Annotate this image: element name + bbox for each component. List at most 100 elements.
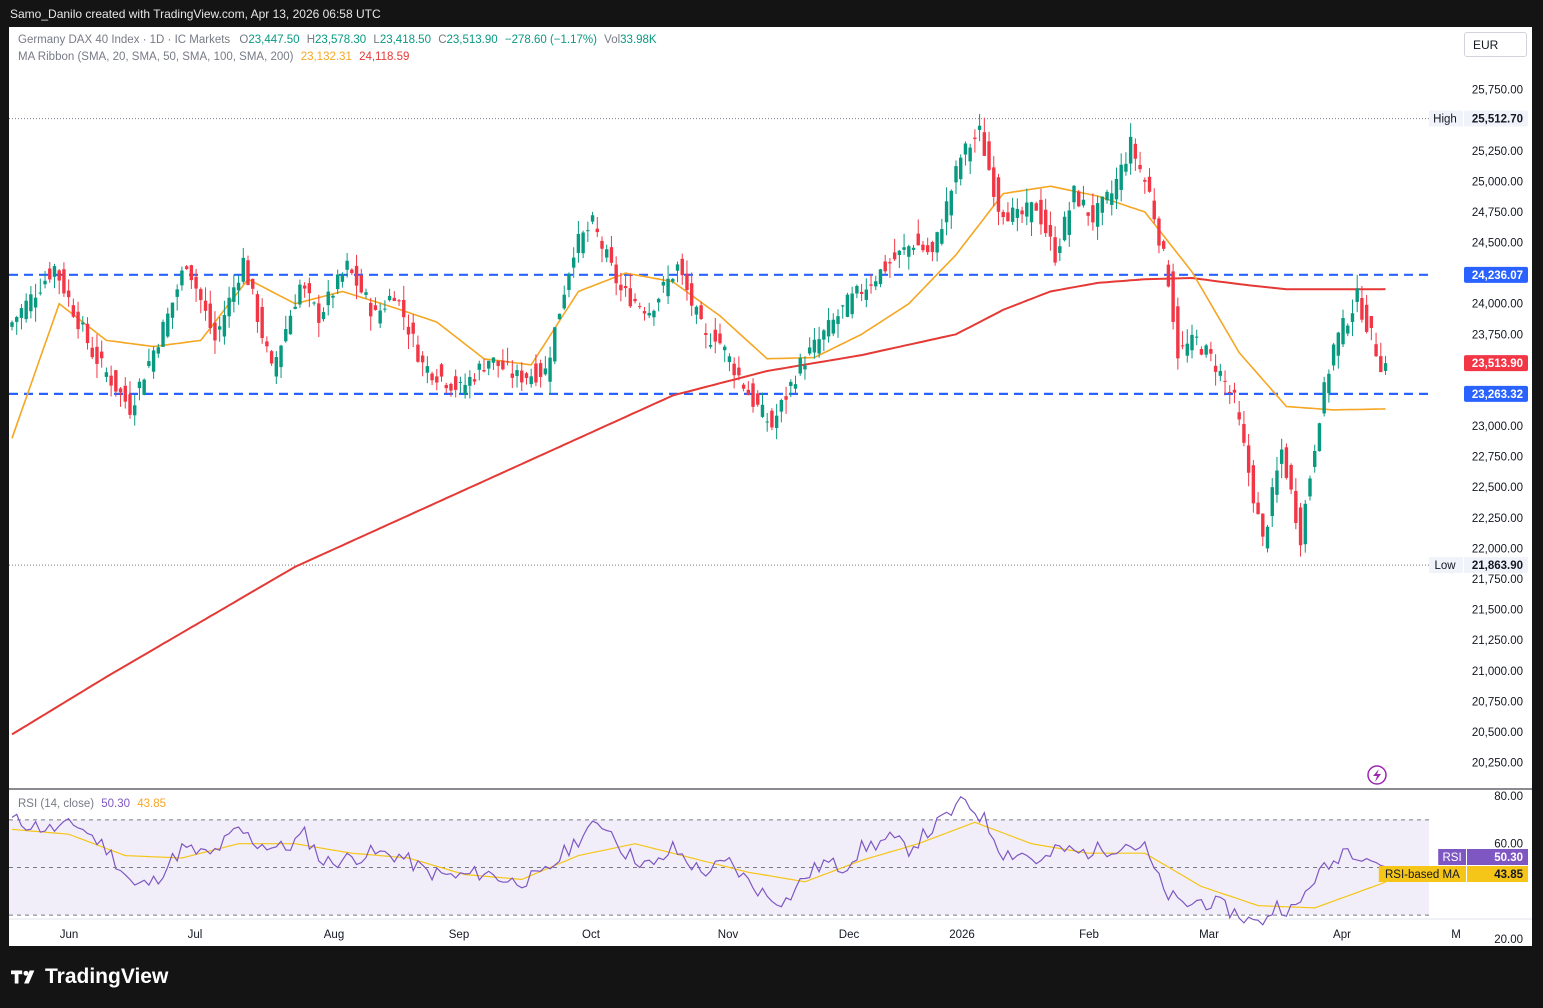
time-axis-tick: Sep xyxy=(449,929,469,941)
currency-button[interactable]: EUR xyxy=(1464,32,1527,57)
symbol-legend[interactable]: Germany DAX 40 Index · 1D · IC Markets O… xyxy=(18,34,657,46)
candle-up xyxy=(944,201,949,223)
candle-up xyxy=(1095,203,1100,227)
candle-up xyxy=(1015,208,1020,218)
candle-up xyxy=(364,292,368,295)
rsi-band-fill xyxy=(9,819,1429,916)
candle-up xyxy=(1025,202,1029,217)
candle-up xyxy=(340,274,345,282)
candle-up xyxy=(104,372,109,377)
candle-up xyxy=(515,370,519,376)
candle-down xyxy=(95,346,99,364)
candle-down xyxy=(109,375,113,386)
candle-down xyxy=(265,341,269,347)
candle-up xyxy=(236,282,241,291)
rsi-value-tag-value: 50.30 xyxy=(1494,852,1523,864)
low-price-label-label-text: Low xyxy=(1434,560,1456,572)
chart-frame[interactable]: 25,750.0025,500.0025,250.0025,000.0024,7… xyxy=(9,27,1532,946)
candle-up xyxy=(458,381,463,383)
candle-up xyxy=(326,291,330,306)
candle-up xyxy=(1010,207,1015,222)
candle-up xyxy=(807,347,812,354)
time-axis-tick: Feb xyxy=(1079,929,1099,941)
candle-up xyxy=(590,215,595,222)
rsi-legend[interactable]: RSI (14, close) 50.30 43.85 xyxy=(18,798,166,810)
candle-up xyxy=(137,381,142,389)
price-axis-tick: 22,750.00 xyxy=(1472,452,1523,464)
symbol-name[interactable]: Germany DAX 40 Index · 1D · IC Markets xyxy=(18,34,231,46)
candle-up xyxy=(288,315,293,335)
high-price-label-text: 25,512.70 xyxy=(1472,114,1523,126)
candle-down xyxy=(260,306,264,339)
last-price-label-box xyxy=(1464,355,1528,372)
candle-down xyxy=(444,384,448,389)
low-price-label-box xyxy=(1464,557,1528,574)
candle-up xyxy=(387,295,392,301)
candle-down xyxy=(973,137,977,139)
ma-legend[interactable]: MA Ribbon (SMA, 20, SMA, 50, SMA, 100, S… xyxy=(18,51,409,63)
candle-down xyxy=(746,389,751,396)
candle-down xyxy=(1369,316,1374,328)
candle-down xyxy=(741,384,746,389)
candle-up xyxy=(1100,196,1105,213)
candle-up xyxy=(175,289,179,297)
rsi-legend-value: 50.30 xyxy=(101,798,131,810)
candle-up xyxy=(1279,449,1284,464)
rsi-value-tag-label-box xyxy=(1438,849,1466,865)
open-label: O xyxy=(239,34,249,46)
candle-down xyxy=(1039,199,1043,225)
candle-up xyxy=(567,273,571,291)
candle-up xyxy=(468,376,472,386)
candle-up xyxy=(180,270,184,286)
candle-up xyxy=(543,368,548,375)
candle-up xyxy=(52,266,57,277)
candle-down xyxy=(1289,464,1293,490)
rsi-label[interactable]: RSI (14, close) xyxy=(18,798,95,810)
candle-up xyxy=(1081,199,1086,206)
candle-down xyxy=(99,351,104,359)
candle-down xyxy=(482,369,486,372)
time-axis-tick: Dec xyxy=(839,929,860,941)
candle-down xyxy=(397,300,401,302)
candle-down xyxy=(453,376,458,390)
candle-down xyxy=(255,294,260,322)
candle-down xyxy=(1143,179,1147,182)
candle-up xyxy=(217,326,222,330)
level-price-label: 24,236.07 xyxy=(1464,266,1528,283)
candle-up xyxy=(878,269,883,285)
level-price-label-text: 23,263.32 xyxy=(1472,389,1523,401)
ma-label[interactable]: MA Ribbon (SMA, 20, SMA, 50, SMA, 100, S… xyxy=(18,51,294,63)
candle-down xyxy=(524,373,529,379)
candle-down xyxy=(642,311,647,314)
candle-up xyxy=(15,317,19,322)
candle-up xyxy=(661,281,666,286)
candle-down xyxy=(770,410,774,428)
price-axis-tick: 20,750.00 xyxy=(1472,696,1523,708)
chart-canvas[interactable]: 25,750.0025,500.0025,250.0025,000.0024,7… xyxy=(9,27,1532,946)
candle-up xyxy=(789,381,793,387)
candle-up xyxy=(1110,193,1114,205)
price-axis-tick: 21,500.00 xyxy=(1472,605,1523,617)
candle-up xyxy=(548,357,552,382)
candle-up xyxy=(1336,332,1341,356)
candle-up xyxy=(1308,478,1312,497)
candle-up xyxy=(24,300,28,320)
candle-down xyxy=(1166,264,1171,287)
candle-up xyxy=(1341,318,1345,345)
level-price-label-text: 24,236.07 xyxy=(1472,270,1523,282)
candle-up xyxy=(902,247,906,250)
close-value: 23,513.90 xyxy=(446,34,498,46)
price-axis-tick: 22,250.00 xyxy=(1472,513,1523,525)
candle-down xyxy=(48,268,52,280)
candle-up xyxy=(836,316,840,325)
candle-up xyxy=(954,166,958,183)
rsi-value-tag-box xyxy=(1467,849,1528,865)
candle-down xyxy=(538,363,543,377)
rsi-axis-tick: 80.00 xyxy=(1494,791,1523,803)
candle-down xyxy=(411,322,415,334)
tradingview-logo[interactable]: TradingView xyxy=(11,965,168,989)
open-value: 23,447.50 xyxy=(248,34,300,46)
candle-down xyxy=(1379,356,1383,373)
candle-up xyxy=(1275,470,1279,495)
rsi-ma-value-tag: 43.85 RSI-based MA xyxy=(1378,866,1528,882)
